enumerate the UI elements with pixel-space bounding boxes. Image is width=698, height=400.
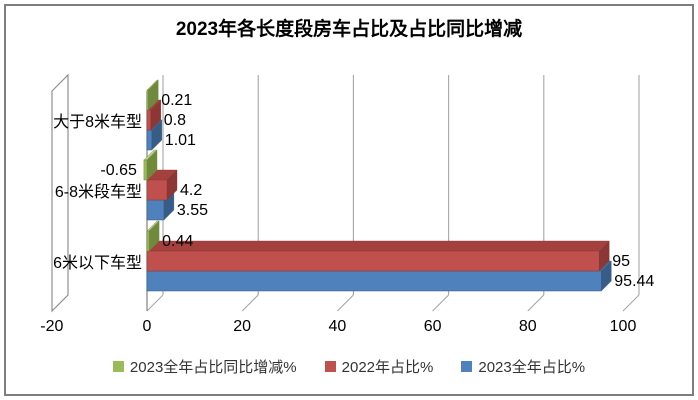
legend-label: 2022年占比% [341, 358, 434, 376]
bar [146, 250, 600, 272]
bar [146, 179, 168, 201]
chart-title: 2023年各长度段房车占比及占比同比增减 [175, 19, 523, 40]
side-wall-3d [51, 73, 69, 313]
floor-tick [241, 294, 259, 312]
bar [146, 109, 152, 131]
legend-swatch-icon [324, 360, 336, 372]
floor-tick [527, 294, 545, 312]
legend-item: 2023全年占比同比增减% [112, 356, 297, 377]
floor-tick [337, 294, 354, 312]
floor-tick [432, 294, 449, 312]
legend-item: 2023全年占比% [461, 356, 585, 377]
legend-label: 2023全年占比% [478, 358, 586, 376]
legend-swatch-icon [461, 360, 473, 372]
bar [146, 230, 150, 252]
bar [146, 129, 153, 151]
bar [146, 270, 602, 292]
bar [146, 89, 149, 111]
legend-item: 2022年占比% [324, 356, 434, 377]
legend: 2023全年占比同比增减% 2022年占比% 2023全年占比% [0, 355, 698, 377]
floor-tick [622, 294, 640, 312]
legend-label: 2023全年占比同比增减% [129, 358, 297, 376]
floor-tick [146, 294, 164, 312]
bar [143, 159, 148, 181]
bar-top-face [146, 240, 610, 252]
legend-swatch-icon [112, 360, 124, 372]
bar [146, 199, 165, 221]
